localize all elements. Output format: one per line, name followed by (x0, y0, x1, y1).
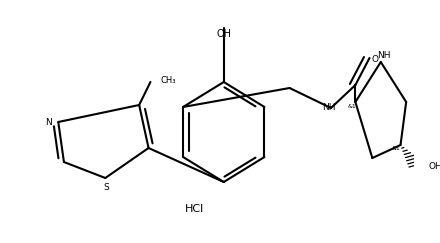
Text: CH₃: CH₃ (161, 76, 176, 85)
Text: OH: OH (216, 29, 231, 39)
Text: NH: NH (378, 52, 391, 61)
Text: N: N (45, 118, 52, 127)
Text: HCl: HCl (185, 204, 204, 214)
Text: OH: OH (429, 162, 440, 171)
Text: O: O (371, 55, 378, 64)
Text: &1: &1 (348, 104, 357, 110)
Text: &1: &1 (391, 146, 400, 150)
Text: NH: NH (322, 103, 336, 112)
Text: S: S (103, 183, 109, 192)
